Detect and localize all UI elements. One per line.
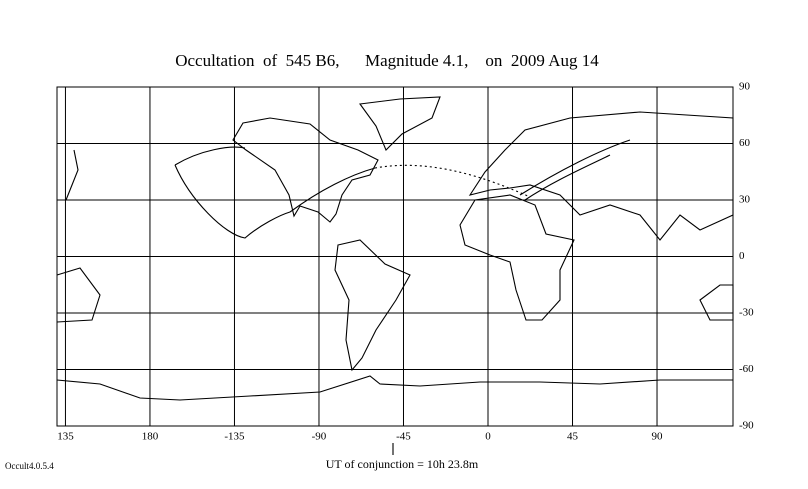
- antarctica: [56, 375, 733, 401]
- lat-tick-label: 60: [739, 137, 751, 149]
- lon-tick-label: 90: [652, 431, 664, 443]
- lat-tick-label: -90: [739, 420, 754, 432]
- lon-tick-label: 135: [57, 431, 74, 443]
- australia-east: [699, 284, 734, 321]
- japan: [65, 149, 79, 201]
- lon-tick-label: -90: [312, 431, 327, 443]
- lat-tick-label: -30: [739, 307, 754, 319]
- lat-tick-label: 30: [739, 194, 751, 206]
- north-america: [232, 117, 379, 223]
- coastlines: [56, 96, 734, 455]
- lat-tick-label: 90: [739, 81, 751, 93]
- lon-tick-label: 0: [485, 431, 491, 443]
- greenland: [359, 96, 441, 151]
- lon-tick-label: -45: [396, 431, 411, 443]
- south-america: [334, 239, 411, 372]
- conjunction-label: UT of conjunction = 10h 23.8m: [326, 457, 479, 471]
- occultation-path: [174, 139, 631, 239]
- australia-west: [56, 267, 101, 323]
- version-label: Occult4.0.5.4: [5, 461, 54, 471]
- title: Occultation of 545 B6, Magnitude 4.1, on…: [175, 51, 599, 70]
- africa: [459, 194, 575, 321]
- lat-tick-label: 0: [739, 250, 745, 262]
- lon-tick-label: -135: [224, 431, 245, 443]
- eurasia: [468, 111, 734, 241]
- lon-tick-label: 45: [567, 431, 579, 443]
- lon-tick-label: 180: [142, 431, 159, 443]
- central-line: [374, 164, 531, 198]
- lat-tick-label: -60: [739, 363, 754, 375]
